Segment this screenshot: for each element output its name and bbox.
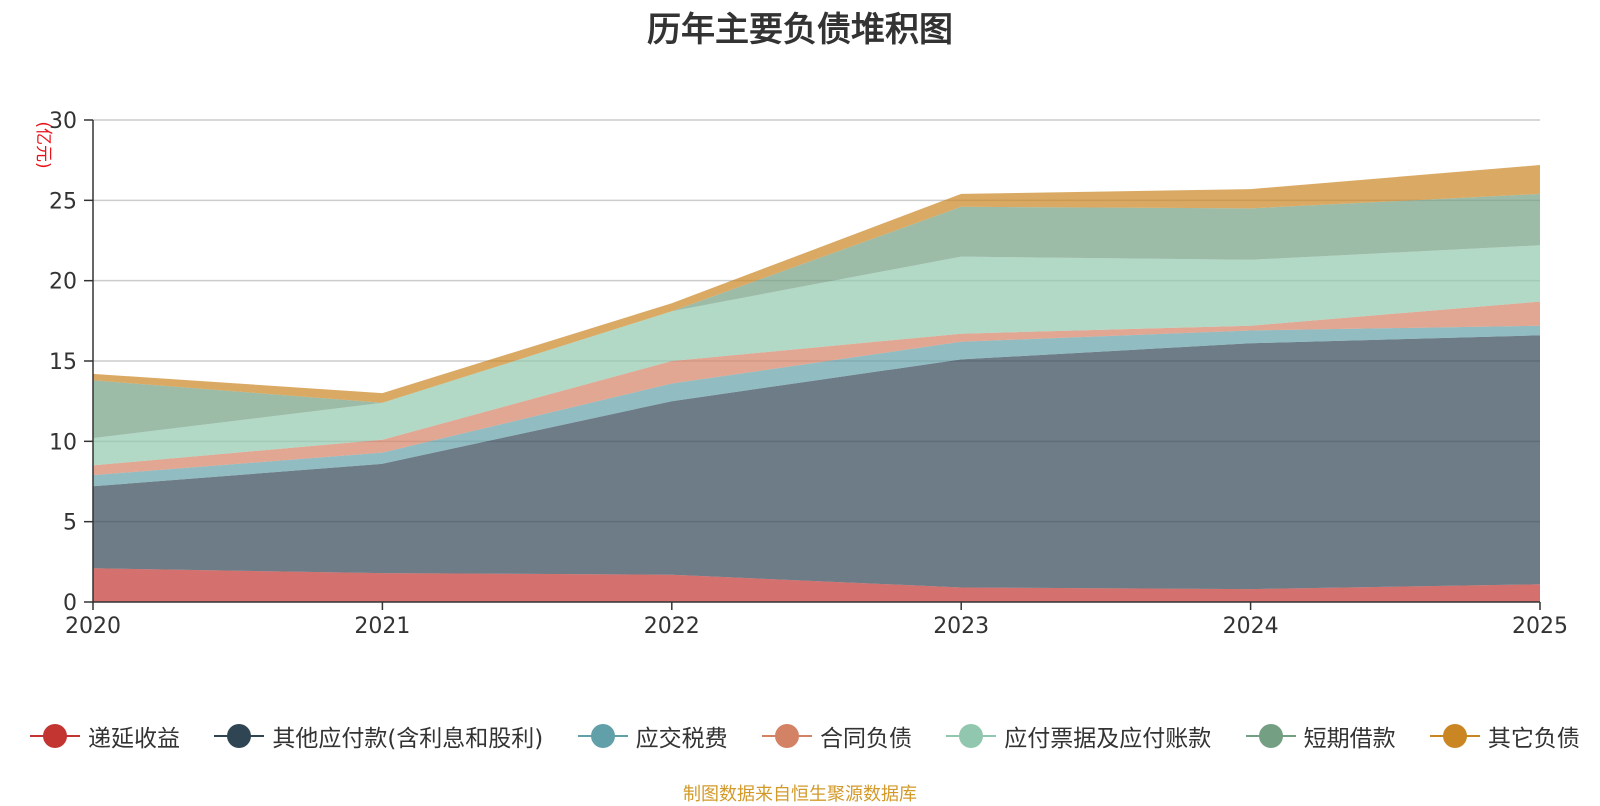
chart-title: 历年主要负债堆积图 (647, 10, 953, 50)
x-tick-label: 2025 (1512, 614, 1568, 639)
legend-item[interactable]: 合同负债 (761, 719, 912, 753)
legend-label: 应交税费 (635, 726, 728, 752)
y-tick-label: 0 (63, 591, 77, 616)
area-layer (93, 165, 1540, 602)
y-tick-label: 15 (49, 350, 77, 375)
source-note: 制图数据来自恒生聚源数据库 (683, 784, 917, 805)
legend-item[interactable]: 其它负债 (1429, 719, 1580, 753)
legend-label: 短期借款 (1303, 726, 1396, 752)
y-tick-label: 30 (49, 109, 77, 134)
legend-item[interactable]: 递延收益 (30, 719, 180, 753)
y-tick-label: 5 (63, 511, 77, 536)
x-tick-label: 2020 (65, 614, 121, 639)
series-area (93, 193, 1540, 439)
legend-marker-icon (761, 723, 812, 749)
series-area (93, 301, 1540, 476)
legend-marker-icon (1429, 723, 1480, 749)
series-area (93, 568, 1540, 602)
legend-label: 合同负债 (819, 726, 912, 752)
legend-marker-icon (30, 723, 80, 749)
legend-label: 其他应付款(含利息和股利) (272, 726, 544, 752)
legend-marker-icon (1245, 723, 1296, 749)
y-tick-label: 25 (49, 189, 77, 214)
legend-item[interactable]: 短期借款 (1245, 719, 1396, 753)
legend-marker-icon (946, 723, 997, 749)
x-tick-label: 2022 (644, 614, 700, 639)
x-tick-label: 2024 (1223, 614, 1279, 639)
x-tick-label: 2023 (933, 614, 989, 639)
legend-item[interactable]: 应付票据及应付账款 (946, 719, 1211, 753)
legend-label: 应付票据及应付账款 (1004, 726, 1212, 752)
series-area (93, 335, 1540, 590)
legend-item[interactable]: 应交税费 (577, 719, 728, 753)
series-area (93, 245, 1540, 466)
legend-label: 递延收益 (88, 726, 180, 752)
y-tick-label: 20 (49, 270, 77, 295)
legend: 递延收益 其他应付款(含利息和股利) 应交税费 合同负债 应付票据及应付账款 短期借款 其它… (30, 718, 1580, 754)
y-tick-label: 10 (49, 430, 77, 455)
x-tick-label: 2021 (354, 614, 410, 639)
y-axis-unit-label: (亿元) (33, 121, 53, 168)
series-area (93, 165, 1540, 403)
legend-marker-icon (214, 723, 265, 749)
series-area (93, 325, 1540, 487)
legend-item[interactable]: 其他应付款(含利息和股利) (214, 719, 543, 753)
legend-label: 其它负债 (1487, 726, 1580, 752)
legend-marker-icon (577, 723, 628, 749)
